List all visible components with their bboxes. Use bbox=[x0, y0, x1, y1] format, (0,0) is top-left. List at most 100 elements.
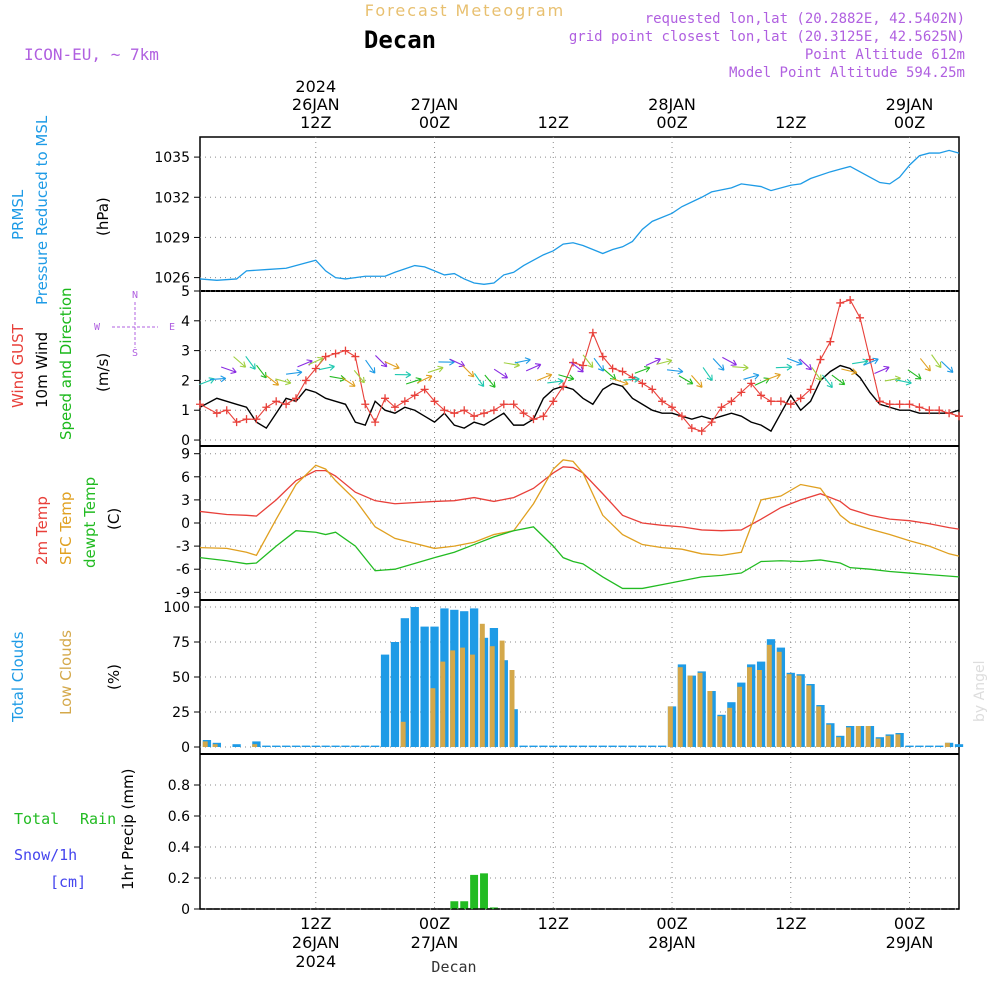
total-cloud-bar bbox=[232, 744, 241, 747]
compass-e: E bbox=[169, 322, 175, 333]
gust-marker bbox=[598, 352, 607, 361]
wind-direction-arrow bbox=[884, 375, 901, 383]
temp-panel-labels: 2m Temp SFC Temp dewpt Temp (C) bbox=[33, 477, 123, 568]
total-cloud-bar bbox=[301, 745, 311, 747]
total-clouds-label: Total Clouds bbox=[9, 631, 27, 723]
gust-marker bbox=[945, 409, 954, 418]
gust-marker bbox=[846, 295, 855, 304]
wind-direction-arrow bbox=[743, 372, 760, 380]
wind-direction-arrow bbox=[473, 373, 485, 388]
time-label-bottom: 12Z bbox=[775, 914, 806, 933]
gust-marker bbox=[618, 367, 627, 376]
wind-direction-arrow bbox=[799, 358, 813, 371]
wind-direction-arrow bbox=[907, 369, 922, 380]
gust-marker bbox=[539, 412, 548, 421]
gust-marker bbox=[757, 391, 766, 400]
wind-direction-arrow bbox=[623, 375, 640, 383]
gust-marker bbox=[776, 397, 785, 406]
wind-direction-arrow bbox=[547, 378, 564, 385]
wind-direction-arrow bbox=[940, 360, 954, 373]
gust-marker bbox=[885, 400, 894, 409]
rain-label: Rain bbox=[80, 810, 116, 828]
y-tick-label: 0 bbox=[181, 516, 190, 532]
low-cloud-bar bbox=[875, 738, 881, 747]
total-cloud-bar bbox=[618, 745, 627, 747]
total-cloud-bar bbox=[311, 745, 320, 747]
time-label-top: 28JAN bbox=[648, 95, 696, 114]
gust-marker bbox=[707, 418, 716, 427]
gust-marker bbox=[222, 406, 231, 415]
gust-marker bbox=[262, 403, 271, 412]
sfc-temp-label: SFC Temp bbox=[57, 492, 75, 565]
low-cloud-bar bbox=[727, 707, 733, 747]
gust-marker bbox=[766, 397, 775, 406]
time-label-bottom: 26JAN bbox=[292, 933, 340, 952]
gust-marker bbox=[272, 397, 281, 406]
gust-marker bbox=[816, 355, 825, 364]
low-cloud-bar bbox=[697, 672, 703, 747]
low-cloud-bar bbox=[944, 742, 950, 747]
wind-direction-arrow bbox=[286, 369, 303, 377]
time-label-bottom: 00Z bbox=[419, 914, 450, 933]
time-label-bottom: 12Z bbox=[300, 914, 331, 933]
y-tick-label: 1026 bbox=[154, 271, 190, 287]
y-tick-label: -6 bbox=[176, 562, 190, 578]
low-cloud-bar bbox=[826, 724, 832, 747]
gust-marker bbox=[638, 379, 647, 388]
wind-direction-arrow bbox=[525, 363, 542, 372]
gust-marker bbox=[915, 403, 924, 412]
wind-direction-arrow bbox=[365, 359, 376, 374]
gust-marker bbox=[232, 418, 241, 427]
gust-marker bbox=[390, 403, 399, 412]
wind-direction-arrow bbox=[656, 358, 673, 365]
total-cloud-bar bbox=[905, 745, 914, 747]
time-label-bottom: 12Z bbox=[538, 914, 569, 933]
pressure-line bbox=[199, 149, 960, 285]
watermark: by Angel bbox=[972, 661, 988, 722]
wind-direction-arrow bbox=[691, 374, 703, 388]
low-cloud-bar bbox=[667, 706, 673, 747]
y-tick-label: 0.8 bbox=[168, 778, 190, 794]
time-label-bottom: 29JAN bbox=[886, 933, 934, 952]
wind-direction-arrow bbox=[919, 358, 931, 372]
location-title: Decan bbox=[364, 26, 436, 54]
time-label-bottom: 27JAN bbox=[411, 933, 459, 952]
grid-layer bbox=[200, 137, 959, 910]
total-cloud-bar bbox=[648, 745, 657, 747]
footer-location: Decan bbox=[431, 958, 476, 976]
gust-marker bbox=[252, 415, 261, 424]
total-cloud-bar bbox=[935, 745, 944, 747]
gust-marker bbox=[955, 412, 963, 421]
low-cloud-bar bbox=[202, 741, 208, 747]
gust-marker bbox=[529, 415, 538, 424]
total-cloud-bar bbox=[638, 745, 647, 747]
y-tick-label: 0 bbox=[181, 740, 190, 756]
wind-direction-arrow bbox=[308, 356, 324, 366]
low-cloud-bar bbox=[252, 744, 258, 747]
total-cloud-bar bbox=[598, 745, 607, 747]
gust-marker bbox=[460, 406, 469, 415]
total-cloud-bar bbox=[361, 745, 370, 747]
wind-direction-arrow bbox=[220, 366, 237, 374]
low-cloud-bar bbox=[747, 667, 752, 747]
gust-marker bbox=[628, 373, 637, 382]
gust-marker bbox=[569, 358, 578, 367]
wind-direction-arrow bbox=[702, 367, 713, 382]
wind-direction-arrow bbox=[645, 357, 661, 367]
low-cloud-bar bbox=[479, 623, 485, 747]
wind-direction-arrow bbox=[353, 370, 365, 384]
total-cloud-bar bbox=[430, 626, 439, 747]
time-label-bottom: 00Z bbox=[656, 914, 687, 933]
gust-marker bbox=[361, 400, 370, 409]
low-cloud-bar bbox=[489, 646, 495, 747]
y-tick-label: 6 bbox=[181, 470, 190, 486]
low-cloud-bar bbox=[212, 744, 218, 747]
wind-direction-arrow bbox=[318, 363, 335, 371]
wind-direction-arrow bbox=[722, 356, 737, 366]
total-cloud-bar bbox=[954, 744, 964, 747]
wind-direction-arrow bbox=[375, 355, 388, 368]
model-altitude: Model Point Altitude 594.25m bbox=[729, 65, 965, 81]
wind-direction-arrow bbox=[874, 365, 890, 375]
total-cloud-bar bbox=[281, 745, 291, 747]
